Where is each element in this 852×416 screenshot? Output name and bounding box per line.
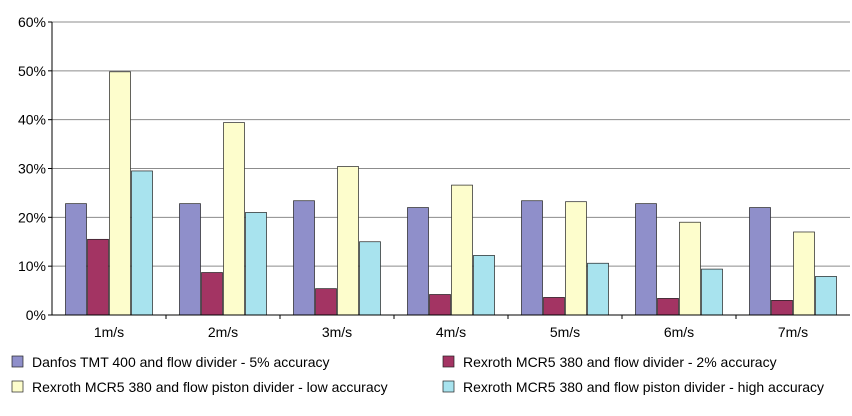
bar-series-1 xyxy=(407,207,429,316)
legend-swatch xyxy=(11,355,24,368)
y-tick-labels: 0% 10% 20% 30% 40% 50% 60% xyxy=(18,14,52,323)
y-tick-label: 0% xyxy=(26,307,46,323)
legend-label: Rexroth MCR5 380 and flow divider - 2% a… xyxy=(463,354,777,370)
legend: Danfos TMT 400 and flow divider - 5% acc… xyxy=(11,354,824,395)
bar-series-2 xyxy=(201,272,223,316)
y-tick-label: 30% xyxy=(18,161,46,177)
bar-series-1 xyxy=(293,200,315,316)
bar-series-3 xyxy=(679,221,701,316)
bar-series-2 xyxy=(87,238,109,316)
bars xyxy=(65,71,837,316)
bar-series-1 xyxy=(179,203,201,316)
legend-label: Danfos TMT 400 and flow divider - 5% acc… xyxy=(32,354,330,370)
bar-series-4 xyxy=(815,276,837,316)
bar-series-3 xyxy=(109,71,131,316)
legend-swatch xyxy=(442,380,455,393)
bar-series-4 xyxy=(359,241,381,316)
x-tick-labels: 1m/s 2m/s 3m/s 4m/s 5m/s 6m/s 7m/s xyxy=(94,315,808,340)
bar-series-2 xyxy=(315,288,337,316)
legend-swatch xyxy=(11,380,24,393)
bar-series-1 xyxy=(521,200,543,316)
x-tick-label: 3m/s xyxy=(322,324,352,340)
bar-series-3 xyxy=(793,231,815,316)
bar-series-3 xyxy=(451,184,473,316)
x-tick-label: 4m/s xyxy=(436,324,466,340)
y-tick-label: 40% xyxy=(18,112,46,128)
y-tick-label: 50% xyxy=(18,63,46,79)
bar-series-4 xyxy=(587,262,609,316)
bar-series-2 xyxy=(771,300,793,316)
y-tick-label: 10% xyxy=(18,258,46,274)
x-tick-label: 2m/s xyxy=(208,324,238,340)
bar-series-1 xyxy=(65,203,87,316)
bar-series-4 xyxy=(245,212,267,316)
bar-series-3 xyxy=(223,122,245,316)
bar-series-2 xyxy=(657,298,679,316)
bar-series-2 xyxy=(429,294,451,316)
bar-series-4 xyxy=(473,255,495,316)
legend-label: Rexroth MCR5 380 and flow piston divider… xyxy=(463,379,824,395)
legend-swatch xyxy=(442,355,455,368)
x-tick-label: 7m/s xyxy=(778,324,808,340)
legend-label: Rexroth MCR5 380 and flow piston divider… xyxy=(32,379,388,395)
bar-series-1 xyxy=(749,207,771,316)
x-tick-label: 5m/s xyxy=(550,324,580,340)
y-tick-label: 60% xyxy=(18,14,46,30)
bar-series-4 xyxy=(131,170,153,316)
x-tick-label: 6m/s xyxy=(664,324,694,340)
bar-series-2 xyxy=(543,297,565,316)
bar-series-3 xyxy=(565,201,587,316)
y-tick-label: 20% xyxy=(18,209,46,225)
bar-series-1 xyxy=(635,203,657,316)
bar-series-4 xyxy=(701,268,723,316)
bar-series-3 xyxy=(337,166,359,316)
x-tick-label: 1m/s xyxy=(94,324,124,340)
